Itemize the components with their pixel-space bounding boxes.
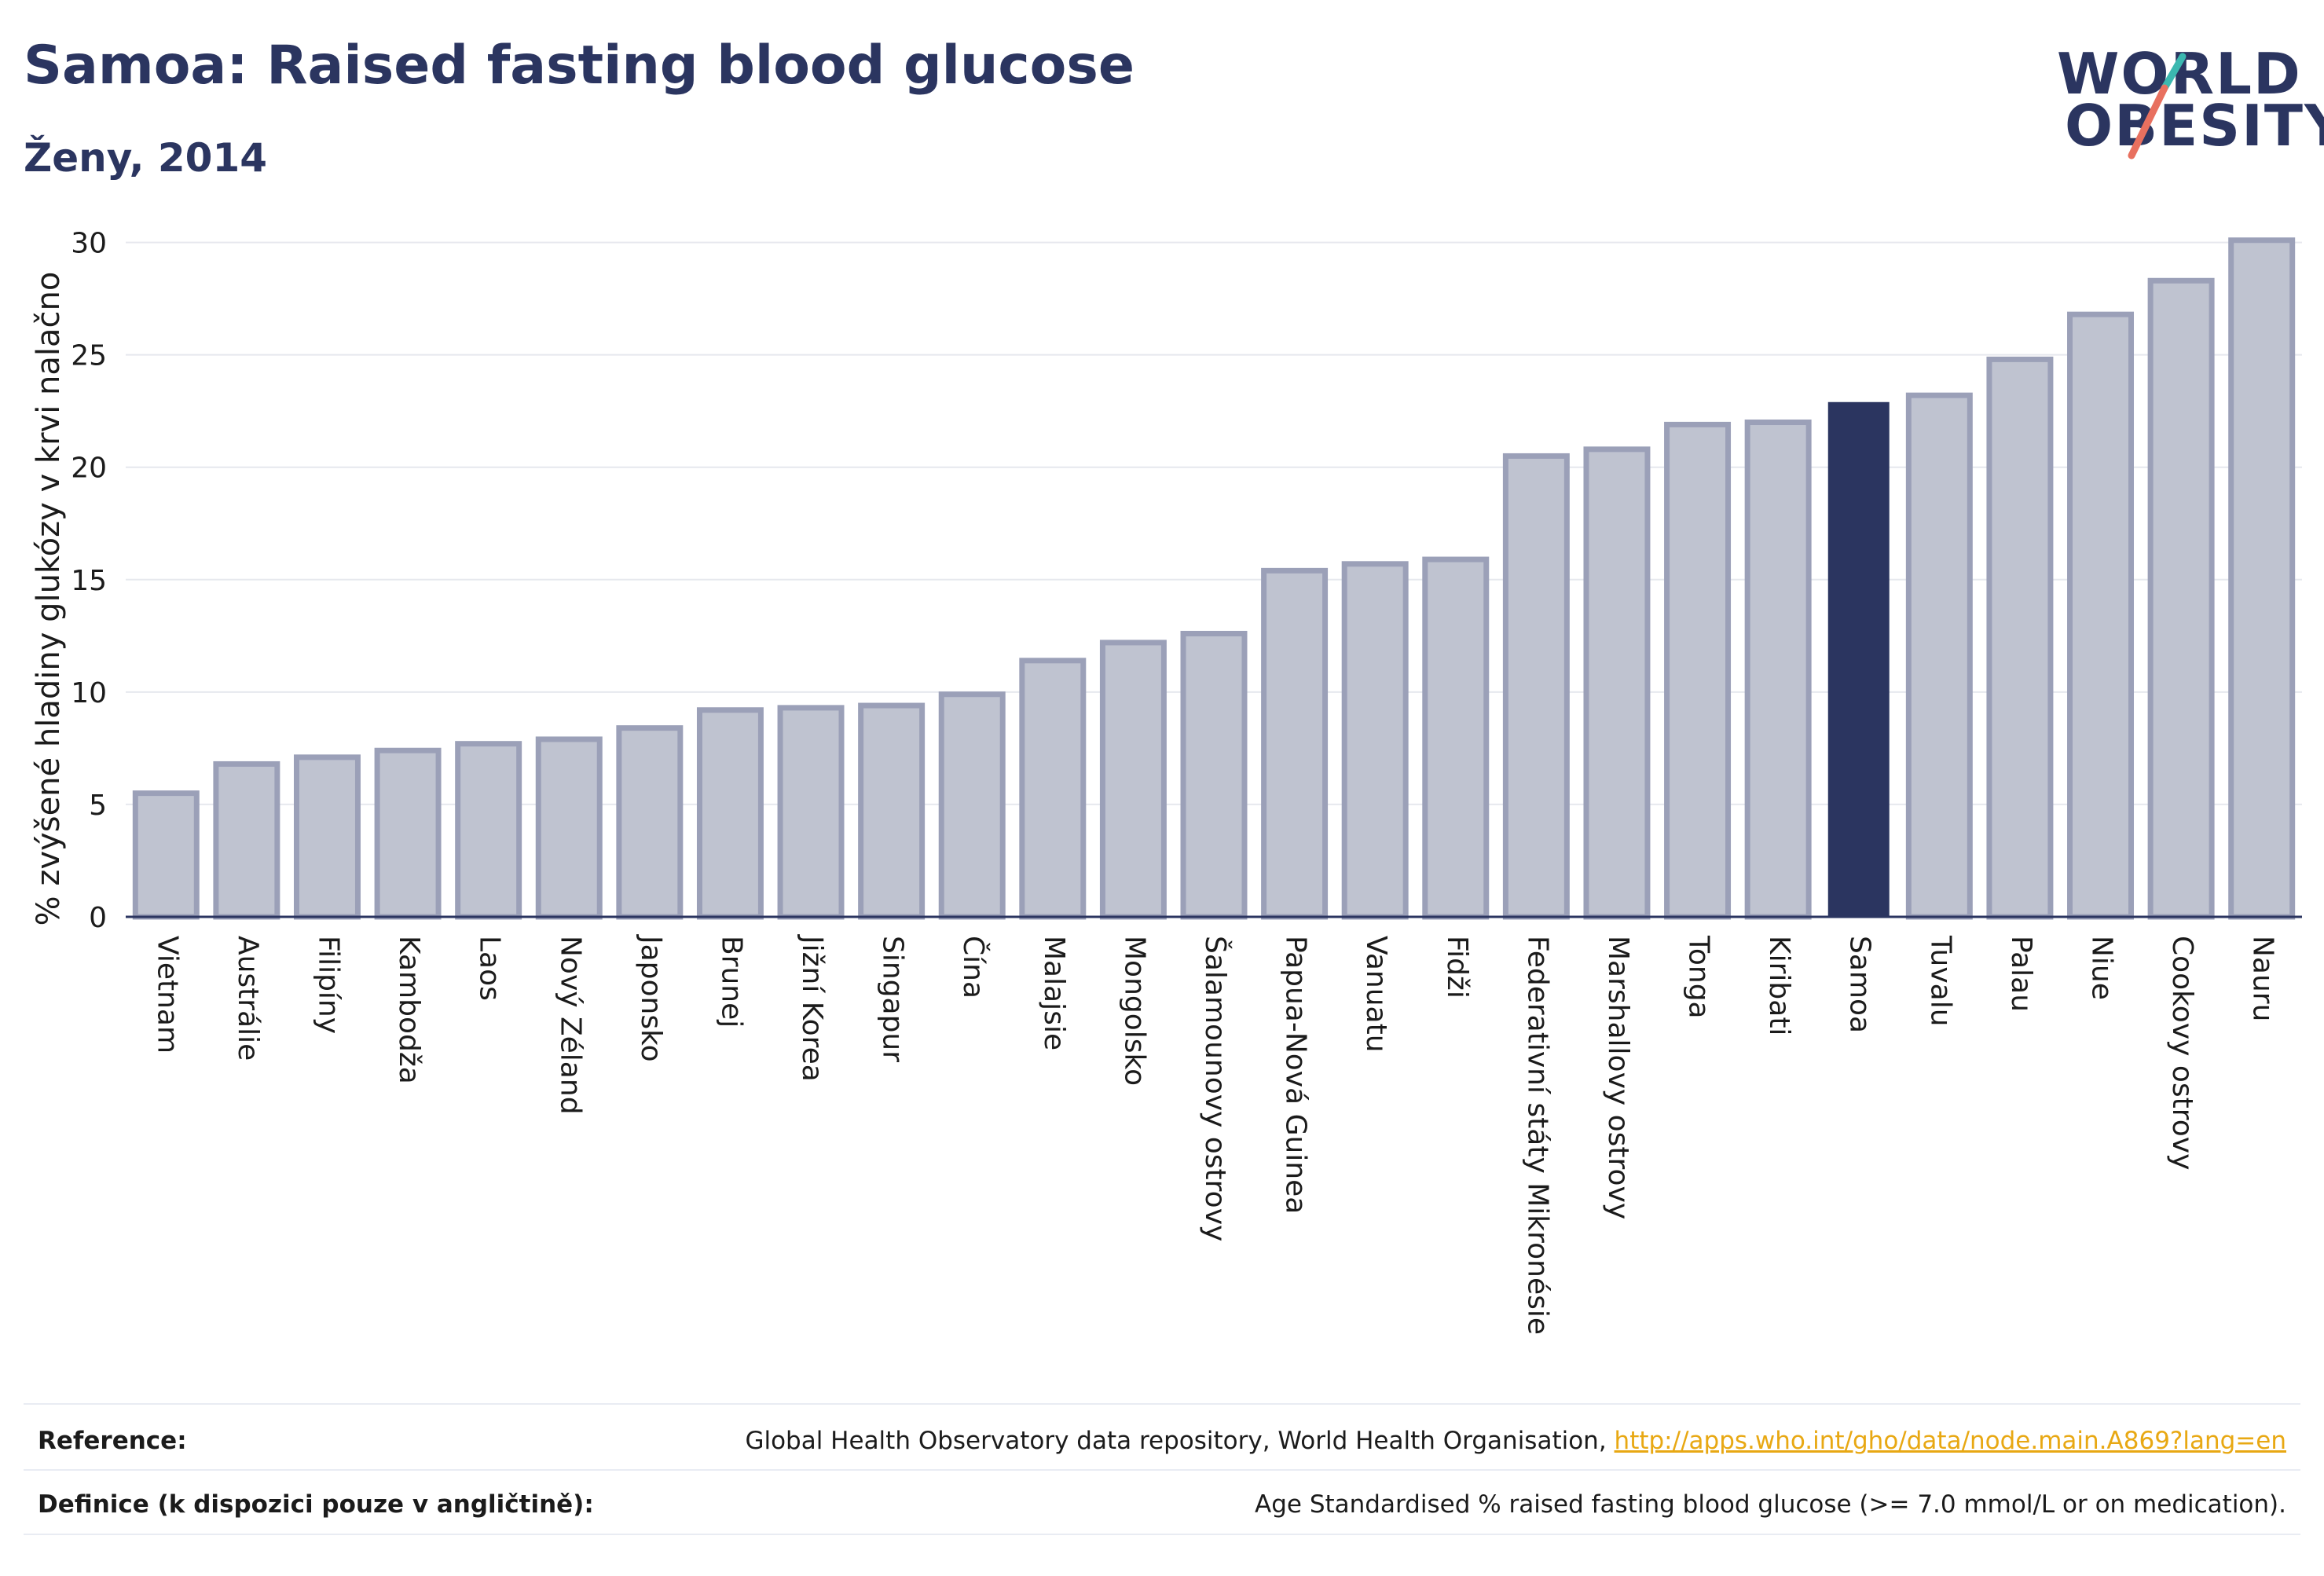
footer-middle-divider xyxy=(24,1469,2300,1471)
bar xyxy=(535,736,603,920)
bar xyxy=(1664,421,1732,920)
logo-slash-icon xyxy=(2128,53,2187,159)
bar xyxy=(938,691,1006,920)
world-obesity-logo[interactable]: WORLD OBESITY xyxy=(2043,31,2324,173)
x-tick-label: Tuvalu xyxy=(1924,935,1956,1027)
x-tick-label: Filipíny xyxy=(312,936,344,1034)
bar xyxy=(2228,237,2296,920)
bar xyxy=(1744,420,1812,920)
bar-chart: 0 5 10 15 20 25 30 Vietnam Austrálie Filipíny Kamb… xyxy=(71,228,2302,1335)
x-tick-label: Vanuatu xyxy=(1360,936,1392,1053)
bar xyxy=(293,754,361,920)
bar xyxy=(696,707,764,920)
x-tick-label: Malajsie xyxy=(1038,936,1070,1050)
footer-bottom-divider xyxy=(24,1534,2300,1535)
reference-row: Reference: Global Health Observatory dat… xyxy=(24,1409,2300,1472)
bar xyxy=(1099,640,1167,920)
x-tick-label: Singapur xyxy=(877,936,909,1062)
logo-slash-teal xyxy=(2161,53,2187,92)
x-tick-label: Cookovy ostrovy xyxy=(2166,936,2198,1170)
reference-text: Global Health Observatory data repositor… xyxy=(745,1427,1615,1455)
bar xyxy=(858,702,926,920)
x-tick-label: Brunej xyxy=(715,936,747,1028)
bar xyxy=(1502,453,1570,920)
bar xyxy=(2067,311,2135,920)
reference-value: Global Health Observatory data repositor… xyxy=(745,1427,2300,1455)
bar xyxy=(1583,446,1651,920)
bar-highlight xyxy=(1827,401,1890,917)
x-tick-label: Marshallovy ostrovy xyxy=(1602,936,1634,1219)
definition-row: Definice (k dispozici pouze v angličtině… xyxy=(24,1473,2300,1536)
bar xyxy=(616,725,684,920)
x-tick-label: Laos xyxy=(474,936,506,1001)
x-tick-label: Federativní státy Mikronésie xyxy=(1521,936,1553,1335)
x-tick-label: Šalamounovy ostrovy xyxy=(1199,936,1232,1241)
bar xyxy=(1986,356,2054,920)
y-tick-label: 0 xyxy=(89,902,107,934)
bar xyxy=(455,741,522,920)
chart-title: Samoa: Raised fasting blood glucose xyxy=(24,35,1135,97)
x-tick-label: Palau xyxy=(2005,936,2037,1012)
logo-slash-coral xyxy=(2128,84,2168,159)
x-tick-label: Niue xyxy=(2086,936,2118,1000)
bar xyxy=(213,761,280,920)
definition-text: Age Standardised % raised fasting blood … xyxy=(1255,1490,2286,1519)
y-tick-label: 15 xyxy=(71,565,107,597)
x-tick-label: Nauru xyxy=(2247,936,2279,1021)
x-tick-label: Tonga xyxy=(1683,935,1715,1019)
logo-text-obesity: OBESITY xyxy=(2065,93,2324,159)
y-tick-label: 10 xyxy=(71,677,107,709)
bar xyxy=(1019,658,1087,920)
x-tick-label: Samoa xyxy=(1844,936,1876,1033)
x-tick-label: Papua-Nová Guinea xyxy=(1280,936,1312,1214)
bar xyxy=(777,705,845,920)
bar xyxy=(1341,561,1409,920)
bar xyxy=(1905,392,1973,920)
x-tick-label: Jižní Korea xyxy=(796,934,828,1082)
definition-label: Definice (k dispozici pouze v angličtině… xyxy=(38,1490,594,1519)
x-tick-label: Čína xyxy=(957,936,990,999)
reference-label: Reference: xyxy=(38,1427,187,1455)
chart-subtitle: Ženy, 2014 xyxy=(24,135,268,181)
x-tick-label: Fidži xyxy=(1441,936,1473,999)
y-tick-label: 20 xyxy=(71,453,107,485)
bar xyxy=(374,747,442,920)
x-tick-label: Kambodža xyxy=(393,936,425,1084)
x-tick-label: Japonsko xyxy=(635,934,667,1062)
x-tick-label: Austrálie xyxy=(232,936,264,1061)
bar xyxy=(132,790,200,920)
x-tick-label: Vietnam xyxy=(151,936,183,1054)
bar xyxy=(1180,630,1248,920)
y-tick-label: 30 xyxy=(71,228,107,260)
logo-text-world: WORLD xyxy=(2057,41,2302,107)
y-tick-label: 5 xyxy=(89,790,107,822)
bar xyxy=(1261,567,1329,920)
footer-top-divider xyxy=(24,1403,2300,1405)
x-tick-label: Nový Zéland xyxy=(554,936,586,1115)
x-tick-label: Kiribati xyxy=(1763,936,1795,1035)
y-tick-label: 25 xyxy=(71,340,107,372)
bar xyxy=(2147,277,2215,920)
reference-link[interactable]: http://apps.who.int/gho/data/node.main.A… xyxy=(1614,1427,2286,1455)
bar xyxy=(1422,556,1490,920)
x-tick-label: Mongolsko xyxy=(1118,936,1150,1086)
